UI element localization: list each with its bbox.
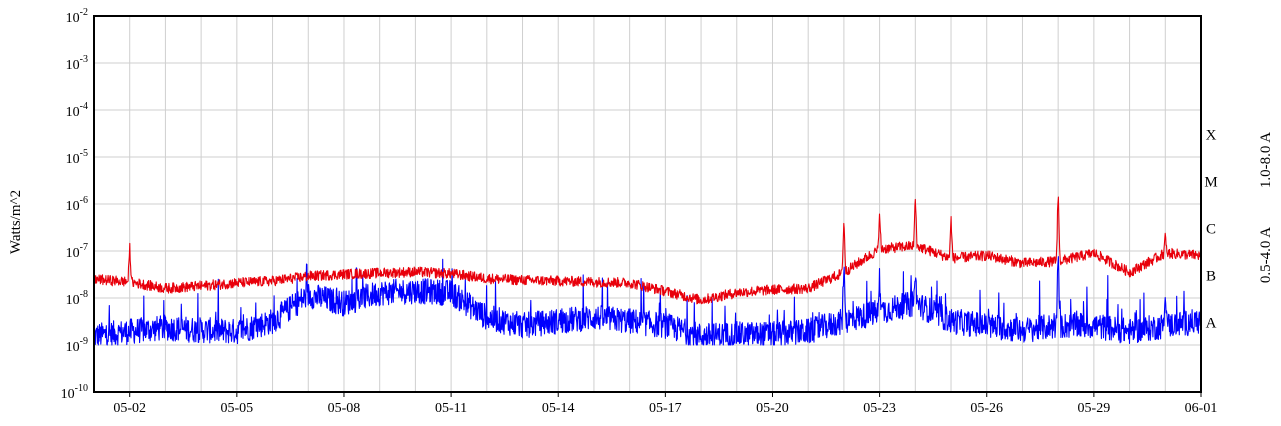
series-layer	[93, 196, 1202, 346]
y-axis-title: Watts/m^2	[8, 190, 24, 254]
y-tick-base: 10	[66, 152, 80, 167]
flare-class-label: A	[1206, 316, 1217, 332]
y-tick-base: 10	[66, 58, 80, 73]
y-tick-exponent: -6	[80, 195, 88, 206]
series-legend: 1.0-8.0 A 0.5-4.0 A	[1258, 132, 1274, 283]
series-line-short-wave	[93, 256, 1202, 346]
x-axis-ticks: 05-02 05-05 05-08 05-11 05-14 05-17 05-20 05-23…	[113, 392, 1217, 416]
y-tick-label: 10-8	[66, 289, 88, 308]
flare-class-label: X	[1206, 128, 1217, 144]
y-tick-exponent: -8	[80, 289, 88, 300]
x-tick-label: 05-17	[649, 401, 682, 416]
grid-lines	[94, 16, 1201, 392]
y-tick-exponent: -4	[80, 101, 88, 112]
y-tick-exponent: -5	[80, 148, 88, 159]
x-tick-label: 05-23	[863, 401, 896, 416]
x-tick-label: 05-14	[542, 401, 575, 416]
x-tick-label: 05-11	[435, 401, 467, 416]
y-tick-base: 10	[61, 387, 75, 402]
y-tick-exponent: -3	[80, 54, 88, 65]
flare-class-label: B	[1206, 269, 1216, 285]
y-tick-label: 10-2	[66, 7, 88, 26]
plot-frame	[93, 15, 1202, 393]
y-tick-label: 10-4	[66, 101, 88, 120]
y-tick-base: 10	[66, 199, 80, 214]
y-tick-label: 10-7	[66, 242, 88, 261]
y-tick-base: 10	[66, 340, 80, 355]
x-tick-label: 05-26	[970, 401, 1003, 416]
legend-entry: 0.5-4.0 A	[1258, 227, 1274, 283]
y-tick-exponent: -10	[75, 383, 88, 394]
y-tick-base: 10	[66, 11, 80, 26]
y-tick-label: 10-3	[66, 54, 88, 73]
x-tick-label: 05-08	[328, 401, 361, 416]
x-tick-label: 05-05	[221, 401, 254, 416]
legend-entry: 1.0-8.0 A	[1258, 132, 1274, 188]
y-tick-exponent: -7	[80, 242, 88, 253]
y-tick-exponent: -9	[80, 336, 88, 347]
y-tick-exponent: -2	[80, 7, 88, 18]
y-axis-ticks: 10-210-310-410-510-610-710-810-910-10	[61, 7, 88, 402]
flare-class-labels: X M C B A	[1204, 128, 1217, 332]
x-tick-label: 06-01	[1185, 401, 1218, 416]
x-tick-label: 05-20	[756, 401, 789, 416]
x-tick-label: 05-02	[113, 401, 146, 416]
y-tick-base: 10	[66, 105, 80, 120]
y-tick-label: 10-10	[61, 383, 88, 402]
flare-class-label: C	[1206, 222, 1216, 238]
flare-class-label: M	[1204, 175, 1217, 191]
series-line-long-wave	[93, 196, 1202, 305]
y-tick-base: 10	[66, 246, 80, 261]
y-tick-base: 10	[66, 293, 80, 308]
y-tick-label: 10-9	[66, 336, 88, 355]
x-tick-label: 05-29	[1078, 401, 1111, 416]
y-tick-label: 10-5	[66, 148, 88, 167]
y-tick-label: 10-6	[66, 195, 88, 214]
